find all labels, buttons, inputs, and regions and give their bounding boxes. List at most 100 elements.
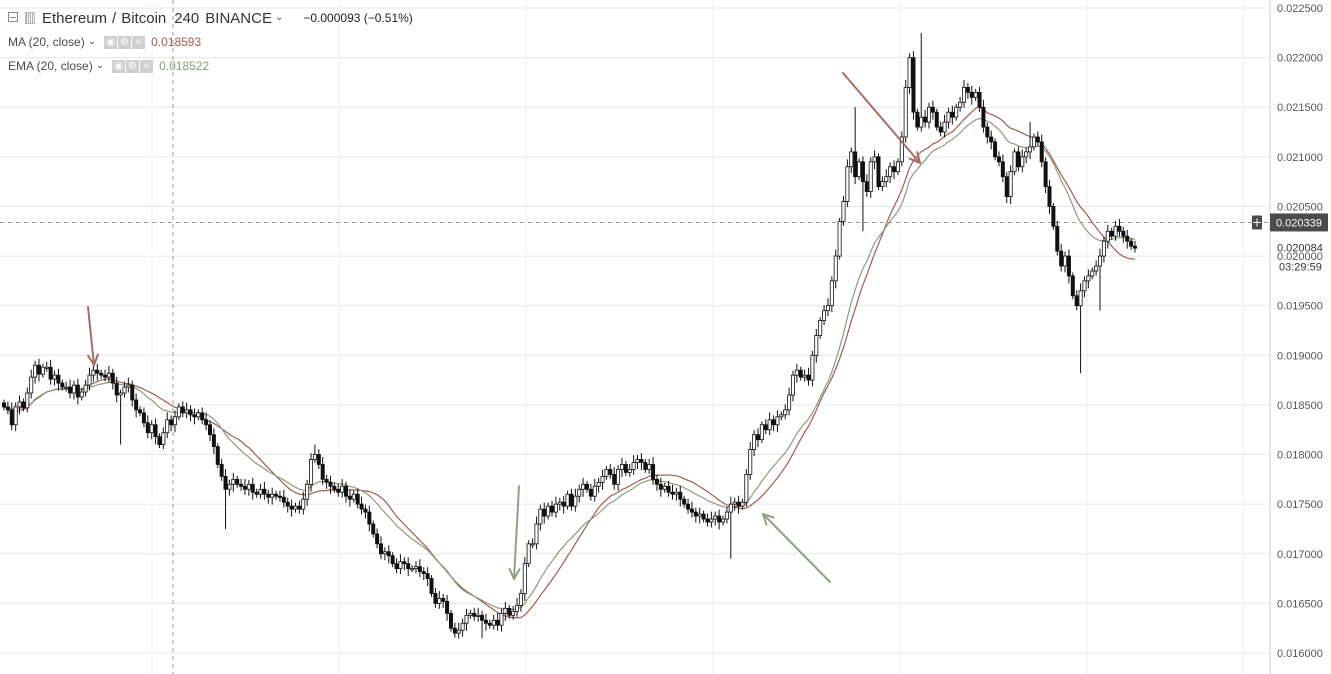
candle-body bbox=[367, 511, 372, 525]
candle-body bbox=[118, 392, 123, 396]
candle-body bbox=[538, 508, 543, 525]
candle-body bbox=[822, 310, 827, 321]
collapse-legend-icon[interactable] bbox=[8, 12, 18, 22]
candle-body bbox=[68, 386, 73, 394]
candle-body bbox=[297, 505, 302, 510]
candle-body bbox=[934, 111, 939, 128]
eye-icon[interactable]: ◉ bbox=[112, 59, 126, 73]
candle-body bbox=[670, 491, 675, 495]
candle-body bbox=[464, 614, 469, 624]
ema-indicator-controls: ◉ ⚙ × bbox=[112, 59, 154, 73]
candle-body bbox=[1066, 255, 1071, 277]
eye-icon[interactable]: ◉ bbox=[104, 35, 118, 49]
candle-body bbox=[1035, 136, 1040, 143]
candle-body bbox=[1070, 275, 1075, 297]
green-arrow-bottom-shaft bbox=[513, 485, 520, 580]
candle-body bbox=[503, 607, 508, 614]
candle-body bbox=[1074, 295, 1079, 307]
candle-body bbox=[837, 220, 842, 257]
candle-body bbox=[546, 505, 551, 517]
symbol-quote[interactable]: Bitcoin bbox=[121, 9, 167, 27]
candle-body bbox=[923, 116, 928, 123]
candle-body bbox=[17, 401, 22, 408]
candle-body bbox=[196, 412, 201, 418]
candle-body bbox=[1008, 171, 1013, 197]
symbol-base[interactable]: Ethereum bbox=[42, 9, 108, 27]
candle-body bbox=[1121, 230, 1126, 237]
candle-body bbox=[472, 612, 477, 617]
chart-legend: Ethereum / Bitcoin 240 BINANCE ⌄ −0.0000… bbox=[8, 6, 413, 78]
candle-body bbox=[565, 493, 570, 507]
candle-body bbox=[363, 508, 368, 513]
candle-body bbox=[71, 384, 76, 394]
candle-body bbox=[1055, 225, 1060, 252]
candle-body bbox=[783, 409, 788, 416]
candle-body bbox=[99, 372, 104, 376]
candle-body bbox=[1113, 225, 1118, 237]
candle-body bbox=[410, 568, 415, 571]
candle-body bbox=[721, 518, 726, 523]
candle-body bbox=[919, 116, 924, 128]
close-icon[interactable]: × bbox=[132, 35, 146, 49]
candle-body bbox=[215, 446, 220, 465]
gear-icon[interactable]: ⚙ bbox=[118, 35, 132, 49]
candle-body bbox=[437, 598, 442, 604]
candle-body bbox=[145, 422, 150, 434]
candle-body bbox=[1082, 280, 1087, 292]
green-arrow-bottom-head bbox=[508, 567, 521, 580]
candle-body bbox=[779, 414, 784, 418]
candle-body bbox=[767, 419, 772, 431]
price-axis-tick-label: 0.016500 bbox=[1277, 598, 1323, 610]
candle-body bbox=[911, 57, 916, 113]
candle-body bbox=[798, 369, 803, 378]
candle-body bbox=[95, 369, 100, 374]
candle-body bbox=[693, 511, 698, 517]
candle-body bbox=[713, 515, 718, 520]
candle-body bbox=[771, 419, 776, 426]
candle-body bbox=[961, 86, 966, 103]
price-axis-tick-label: 0.016000 bbox=[1277, 648, 1323, 660]
candle-body bbox=[600, 475, 605, 483]
ma-indicator-name[interactable]: MA (20, close) bbox=[8, 35, 85, 49]
green-arrow-right-shaft bbox=[762, 513, 831, 583]
candle-body bbox=[627, 469, 632, 473]
candle-body bbox=[48, 366, 53, 380]
countdown-label: 03:29:59 bbox=[1279, 262, 1322, 274]
arrow-annotations bbox=[86, 72, 921, 583]
price-axis-tick-label: 0.021000 bbox=[1277, 152, 1323, 164]
candle-body bbox=[480, 614, 485, 621]
candle-body bbox=[169, 419, 174, 426]
candle-body bbox=[246, 483, 251, 490]
candle-body bbox=[577, 488, 582, 497]
candle-body bbox=[752, 434, 757, 450]
candle-body bbox=[756, 434, 761, 441]
gear-icon[interactable]: ⚙ bbox=[126, 59, 140, 73]
candle-body bbox=[938, 126, 943, 133]
candle-body bbox=[647, 464, 652, 470]
candle-body bbox=[355, 493, 360, 505]
candle-body bbox=[981, 106, 986, 128]
candle-body bbox=[530, 543, 535, 546]
price-axis-tick-label: 0.018000 bbox=[1277, 450, 1323, 462]
chevron-down-icon[interactable]: ⌄ bbox=[87, 35, 97, 47]
ema-indicator-name[interactable]: EMA (20, close) bbox=[8, 59, 93, 73]
candle-body bbox=[110, 372, 115, 384]
chevron-down-icon[interactable]: ⌄ bbox=[274, 11, 284, 23]
symbol-exchange[interactable]: BINANCE bbox=[205, 9, 272, 27]
symbol-interval[interactable]: 240 bbox=[174, 9, 200, 27]
candle-body bbox=[639, 459, 644, 463]
candle-body bbox=[604, 469, 609, 477]
candle-body bbox=[2, 402, 7, 408]
candle-body bbox=[592, 485, 597, 497]
candle-body bbox=[83, 384, 88, 393]
close-icon[interactable]: × bbox=[140, 59, 154, 73]
candle-body bbox=[561, 501, 566, 507]
candle-body bbox=[1101, 240, 1106, 257]
candle-body bbox=[989, 136, 994, 143]
chevron-down-icon[interactable]: ⌄ bbox=[95, 59, 105, 71]
candle-body bbox=[1125, 235, 1130, 242]
candle-body bbox=[227, 483, 232, 490]
candle-body bbox=[21, 401, 26, 409]
